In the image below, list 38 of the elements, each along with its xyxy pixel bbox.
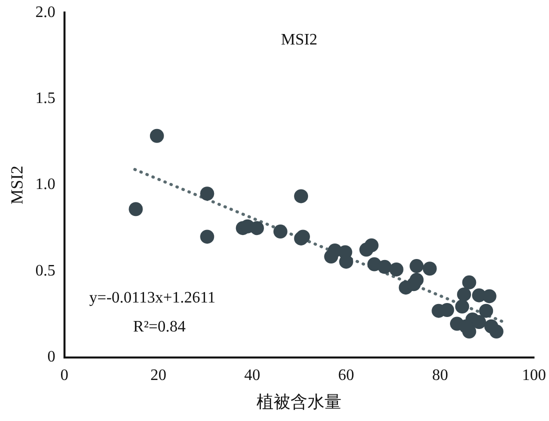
point [455, 300, 470, 314]
x-tick-label: 20 [150, 367, 166, 384]
x-tick-label: 60 [338, 367, 354, 384]
x-axis-title: 植被含水量 [256, 392, 342, 412]
y-tick-label: 0.5 [35, 262, 56, 280]
annotation: y=-0.0113x+1.2611 [89, 289, 216, 306]
x-tick-label: 100 [522, 367, 546, 384]
point [339, 254, 354, 269]
point [462, 275, 476, 290]
point [250, 221, 264, 236]
point [479, 304, 494, 318]
point [472, 315, 486, 330]
x-tick-label: 40 [244, 367, 260, 384]
point [440, 302, 454, 317]
point [128, 202, 143, 216]
text: MSI2 [280, 32, 318, 49]
x-tick-label: 0 [60, 367, 68, 384]
point [273, 224, 288, 239]
point [364, 238, 379, 252]
point [484, 319, 498, 334]
point [422, 262, 437, 276]
y-tick-label: 0 [47, 348, 56, 366]
point [410, 272, 424, 287]
point [200, 186, 214, 201]
y-tick-label: 1.5 [35, 90, 56, 108]
y-tick-label: 2.0 [35, 4, 56, 21]
point [150, 128, 164, 143]
point [294, 189, 308, 204]
y-axis-title: MSI2 [8, 166, 27, 204]
point [378, 260, 392, 274]
y-tick-label: 1.0 [35, 176, 56, 194]
point [200, 230, 214, 244]
annotation: R²=0.84 [133, 318, 186, 336]
x-tick-label: 80 [432, 367, 448, 384]
point [482, 289, 496, 304]
point [389, 262, 404, 276]
point [410, 259, 424, 274]
point [457, 287, 472, 302]
